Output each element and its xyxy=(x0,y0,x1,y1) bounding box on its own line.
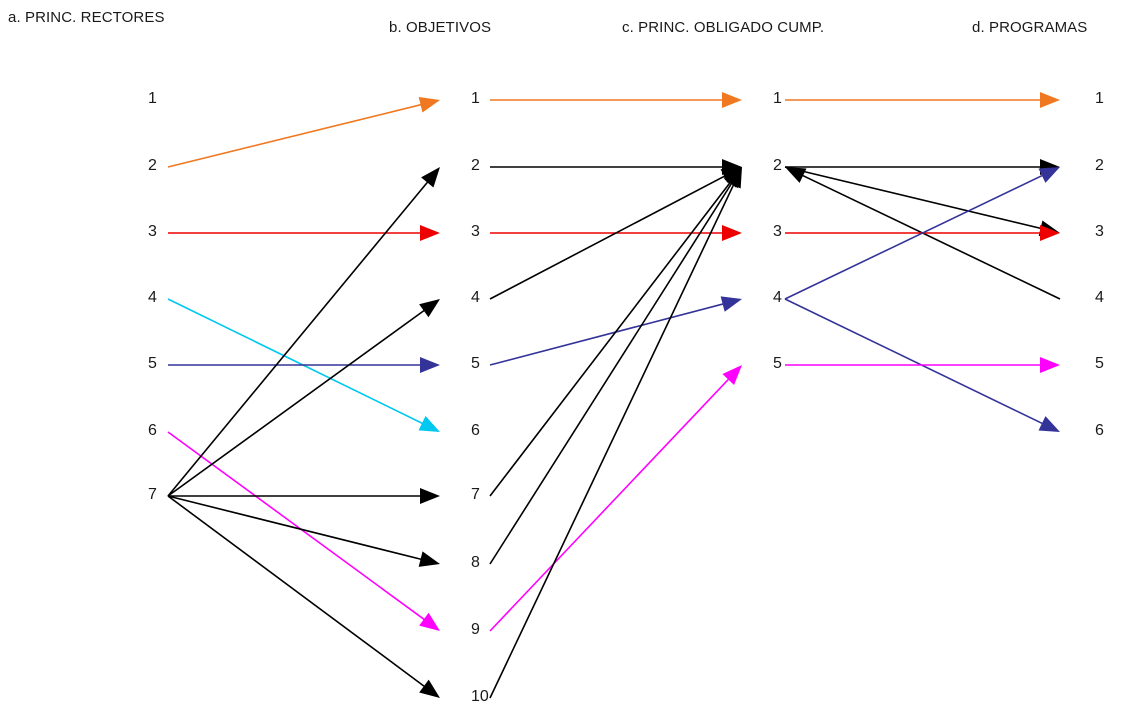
column-header-programas: d. PROGRAMAS xyxy=(972,19,1088,36)
node-d-1: 1 xyxy=(1095,90,1104,107)
node-d-4: 4 xyxy=(1095,289,1104,306)
arrow-c1-to-d1 xyxy=(785,92,1060,108)
arrow-b1-to-c1 xyxy=(490,92,742,108)
arrow-a7-to-b10 xyxy=(167,495,440,698)
arrow-a3-to-b3 xyxy=(168,225,440,241)
node-a-2: 2 xyxy=(148,157,157,174)
node-b-7: 7 xyxy=(471,486,480,503)
node-b-6: 6 xyxy=(471,422,480,439)
node-b-8: 8 xyxy=(471,554,480,571)
node-d-5: 5 xyxy=(1095,355,1104,372)
node-c-4: 4 xyxy=(773,289,782,306)
node-a-3: 3 xyxy=(148,223,157,240)
column-header-objetivos: b. OBJETIVOS xyxy=(389,19,492,36)
node-b-10: 10 xyxy=(471,688,489,705)
arrow-a6-to-b9 xyxy=(167,431,440,631)
node-b-4: 4 xyxy=(471,289,480,306)
node-b-1: 1 xyxy=(471,90,480,107)
arrow-a7-to-b4 xyxy=(167,299,440,497)
arrow-b10-to-c2 xyxy=(489,167,742,699)
arrow-c5-to-d5 xyxy=(785,357,1060,373)
arrow-b3-to-c3 xyxy=(490,225,742,241)
arrow-c4-to-d6 xyxy=(784,298,1060,432)
node-b-2: 2 xyxy=(471,157,480,174)
arrow-a7-to-b8 xyxy=(167,495,440,567)
node-c-3: 3 xyxy=(773,223,782,240)
arrow-a5-to-b5 xyxy=(168,357,440,373)
node-b-3: 3 xyxy=(471,223,480,240)
node-b-9: 9 xyxy=(471,621,480,638)
node-c-5: 5 xyxy=(773,355,782,372)
arrow-a7-to-b2 xyxy=(167,167,440,497)
node-d-3: 3 xyxy=(1095,223,1104,240)
arrow-b2-to-c2 xyxy=(490,159,742,175)
arrow-d4-to-c2 xyxy=(785,167,1061,300)
column-header-principios-rectores: a. PRINC. RECTORES xyxy=(8,9,165,26)
node-c-1: 1 xyxy=(773,90,782,107)
node-a-7: 7 xyxy=(148,486,157,503)
arrow-a2-to-b1 xyxy=(167,97,440,168)
column-header-principios-obligado-cumplimiento: c. PRINC. OBLIGADO CUMP. xyxy=(622,19,825,36)
node-a-1: 1 xyxy=(148,90,157,107)
arrow-b7-to-c2 xyxy=(489,167,742,497)
node-c-2: 2 xyxy=(773,157,782,174)
arrow-c2-to-d3 xyxy=(784,166,1060,237)
arrow-b9-to-c5 xyxy=(489,365,742,632)
node-d-2: 2 xyxy=(1095,157,1104,174)
arrow-c4-to-d2 xyxy=(784,167,1060,300)
arrow-b8-to-c2 xyxy=(489,167,742,565)
node-b-5: 5 xyxy=(471,355,480,372)
arrow-b5-to-c4 xyxy=(489,296,742,366)
arrow-a4-to-b6 xyxy=(167,298,440,432)
arrow-c2-to-d2 xyxy=(785,159,1060,175)
arrow-c3-to-d3 xyxy=(785,225,1060,241)
node-a-4: 4 xyxy=(148,289,157,306)
node-a-6: 6 xyxy=(148,422,157,439)
node-d-6: 6 xyxy=(1095,422,1104,439)
arrow-a7-to-b7 xyxy=(168,488,440,504)
node-a-5: 5 xyxy=(148,355,157,372)
